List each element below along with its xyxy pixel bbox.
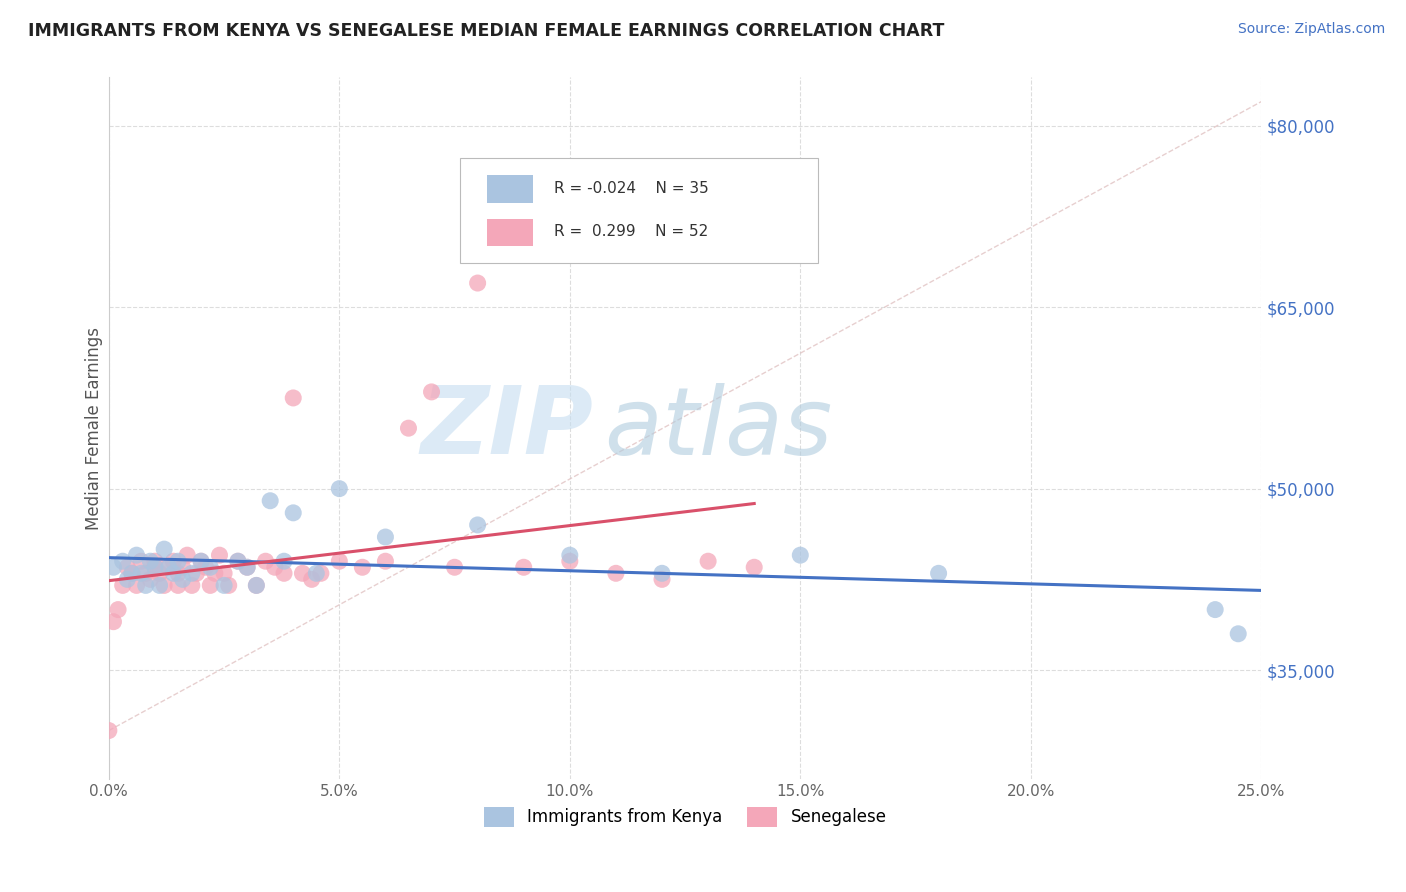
Point: [226, 554, 249, 568]
Point: [125, 578, 148, 592]
Text: Source: ZipAtlas.com: Source: ZipAtlas.com: [1237, 22, 1385, 37]
Point: [111, 578, 134, 592]
Point: [157, 560, 180, 574]
Point: [1227, 627, 1250, 641]
Point: [236, 560, 259, 574]
Point: [172, 560, 194, 574]
Point: [167, 578, 190, 592]
Point: [204, 566, 226, 581]
Point: [558, 548, 581, 562]
Point: [129, 566, 152, 581]
Point: [273, 554, 295, 568]
Point: [143, 560, 166, 574]
Point: [194, 560, 217, 574]
Point: [742, 560, 765, 574]
Point: [263, 560, 285, 574]
Point: [107, 602, 129, 616]
Point: [928, 566, 950, 581]
Point: [254, 554, 277, 568]
Point: [180, 578, 202, 592]
Point: [172, 573, 194, 587]
Point: [139, 554, 162, 568]
Point: [212, 578, 235, 592]
Point: [167, 554, 190, 568]
Point: [259, 493, 281, 508]
Point: [148, 578, 170, 592]
Point: [180, 566, 202, 581]
Point: [558, 554, 581, 568]
Point: [167, 566, 190, 581]
Point: [148, 566, 170, 581]
Text: atlas: atlas: [605, 383, 832, 474]
Point: [226, 554, 249, 568]
FancyBboxPatch shape: [486, 219, 533, 246]
Point: [212, 566, 235, 581]
Point: [283, 506, 305, 520]
Point: [135, 578, 157, 592]
Point: [291, 566, 314, 581]
Point: [697, 554, 720, 568]
Point: [208, 548, 231, 562]
Point: [443, 560, 465, 574]
Point: [153, 578, 176, 592]
Point: [352, 560, 374, 574]
Point: [97, 723, 120, 738]
Point: [143, 554, 166, 568]
Point: [218, 578, 240, 592]
Point: [245, 578, 267, 592]
Point: [139, 573, 162, 587]
Point: [651, 573, 673, 587]
Point: [467, 517, 489, 532]
Point: [651, 566, 673, 581]
Point: [283, 391, 305, 405]
Point: [245, 578, 267, 592]
FancyBboxPatch shape: [460, 158, 818, 263]
Point: [273, 566, 295, 581]
Point: [190, 554, 212, 568]
Text: ZIP: ZIP: [420, 382, 593, 475]
Point: [157, 560, 180, 574]
Point: [512, 560, 534, 574]
Point: [200, 578, 222, 592]
Point: [200, 560, 222, 574]
Point: [125, 548, 148, 562]
Point: [162, 554, 184, 568]
Point: [398, 421, 420, 435]
Point: [121, 566, 143, 581]
Point: [103, 560, 125, 574]
Legend: Immigrants from Kenya, Senegalese: Immigrants from Kenya, Senegalese: [477, 800, 893, 834]
Point: [309, 566, 332, 581]
Point: [143, 560, 166, 574]
Point: [236, 560, 259, 574]
Point: [305, 566, 328, 581]
Point: [121, 566, 143, 581]
Point: [605, 566, 627, 581]
Point: [111, 554, 134, 568]
Point: [135, 566, 157, 581]
Point: [1204, 602, 1226, 616]
Point: [176, 548, 198, 562]
Point: [129, 554, 152, 568]
Point: [153, 542, 176, 557]
Point: [789, 548, 811, 562]
Point: [328, 482, 350, 496]
Point: [117, 573, 139, 587]
Point: [374, 530, 396, 544]
Text: IMMIGRANTS FROM KENYA VS SENEGALESE MEDIAN FEMALE EARNINGS CORRELATION CHART: IMMIGRANTS FROM KENYA VS SENEGALESE MEDI…: [28, 22, 945, 40]
Point: [328, 554, 350, 568]
Point: [374, 554, 396, 568]
Point: [117, 560, 139, 574]
Point: [301, 573, 323, 587]
Point: [190, 554, 212, 568]
Point: [467, 276, 489, 290]
Point: [162, 566, 184, 581]
Point: [186, 566, 208, 581]
Text: R =  0.299    N = 52: R = 0.299 N = 52: [554, 224, 709, 239]
Point: [420, 384, 443, 399]
FancyBboxPatch shape: [486, 176, 533, 202]
Text: R = -0.024    N = 35: R = -0.024 N = 35: [554, 181, 709, 196]
Point: [103, 615, 125, 629]
Y-axis label: Median Female Earnings: Median Female Earnings: [86, 326, 103, 530]
